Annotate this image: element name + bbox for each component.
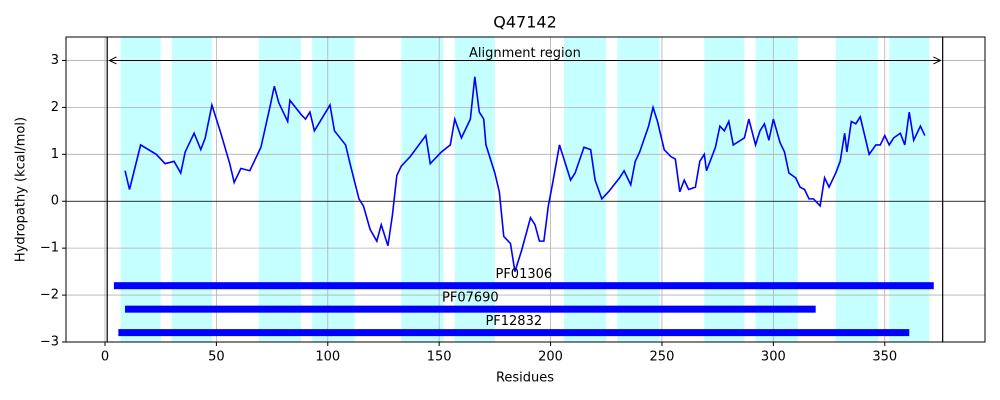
x-tick-label: 50 (208, 350, 225, 365)
y-tick-label: 2 (51, 100, 59, 115)
highlight-band (120, 37, 161, 342)
domain-label: PF01306 (495, 267, 552, 282)
x-tick-label: 200 (538, 350, 563, 365)
domain-bar (125, 305, 816, 313)
y-tick-label: −3 (40, 335, 59, 350)
x-tick-label: 300 (761, 350, 786, 365)
domain-label: PF07690 (442, 291, 499, 306)
x-axis-label: Residues (496, 371, 554, 386)
y-tick-label: 1 (51, 147, 59, 162)
y-tick-label: 3 (51, 53, 59, 68)
highlight-band (171, 37, 212, 342)
highlight-band (401, 37, 444, 342)
chart-title: Q47142 (493, 13, 557, 32)
highlight-band (617, 37, 660, 342)
alignment-label: Alignment region (469, 46, 581, 61)
domain-label: PF12832 (485, 314, 542, 329)
domain-bar (118, 329, 910, 337)
highlight-band (835, 37, 879, 342)
highlight-band (755, 37, 798, 342)
y-axis-label: Hydropathy (kcal/mol) (14, 117, 29, 262)
highlight-band (889, 37, 930, 342)
y-tick-label: 0 (51, 194, 59, 209)
x-tick-label: 0 (101, 350, 109, 365)
x-tick-label: 150 (427, 350, 452, 365)
y-tick-label: −1 (40, 241, 59, 256)
x-tick-label: 100 (315, 350, 340, 365)
plot-frame (65, 36, 986, 343)
highlight-band (312, 37, 355, 342)
arrow-head (108, 56, 117, 65)
highlight-band (454, 37, 495, 342)
x-tick-label: 250 (650, 350, 675, 365)
highlight-band (563, 37, 607, 342)
highlight-band (704, 37, 745, 342)
arrow-head (933, 56, 942, 65)
y-tick-label: −2 (40, 288, 59, 303)
x-tick-label: 350 (872, 350, 897, 365)
hydropathy-line (124, 76, 926, 272)
highlight-band (258, 37, 302, 342)
domain-bar (113, 282, 934, 290)
